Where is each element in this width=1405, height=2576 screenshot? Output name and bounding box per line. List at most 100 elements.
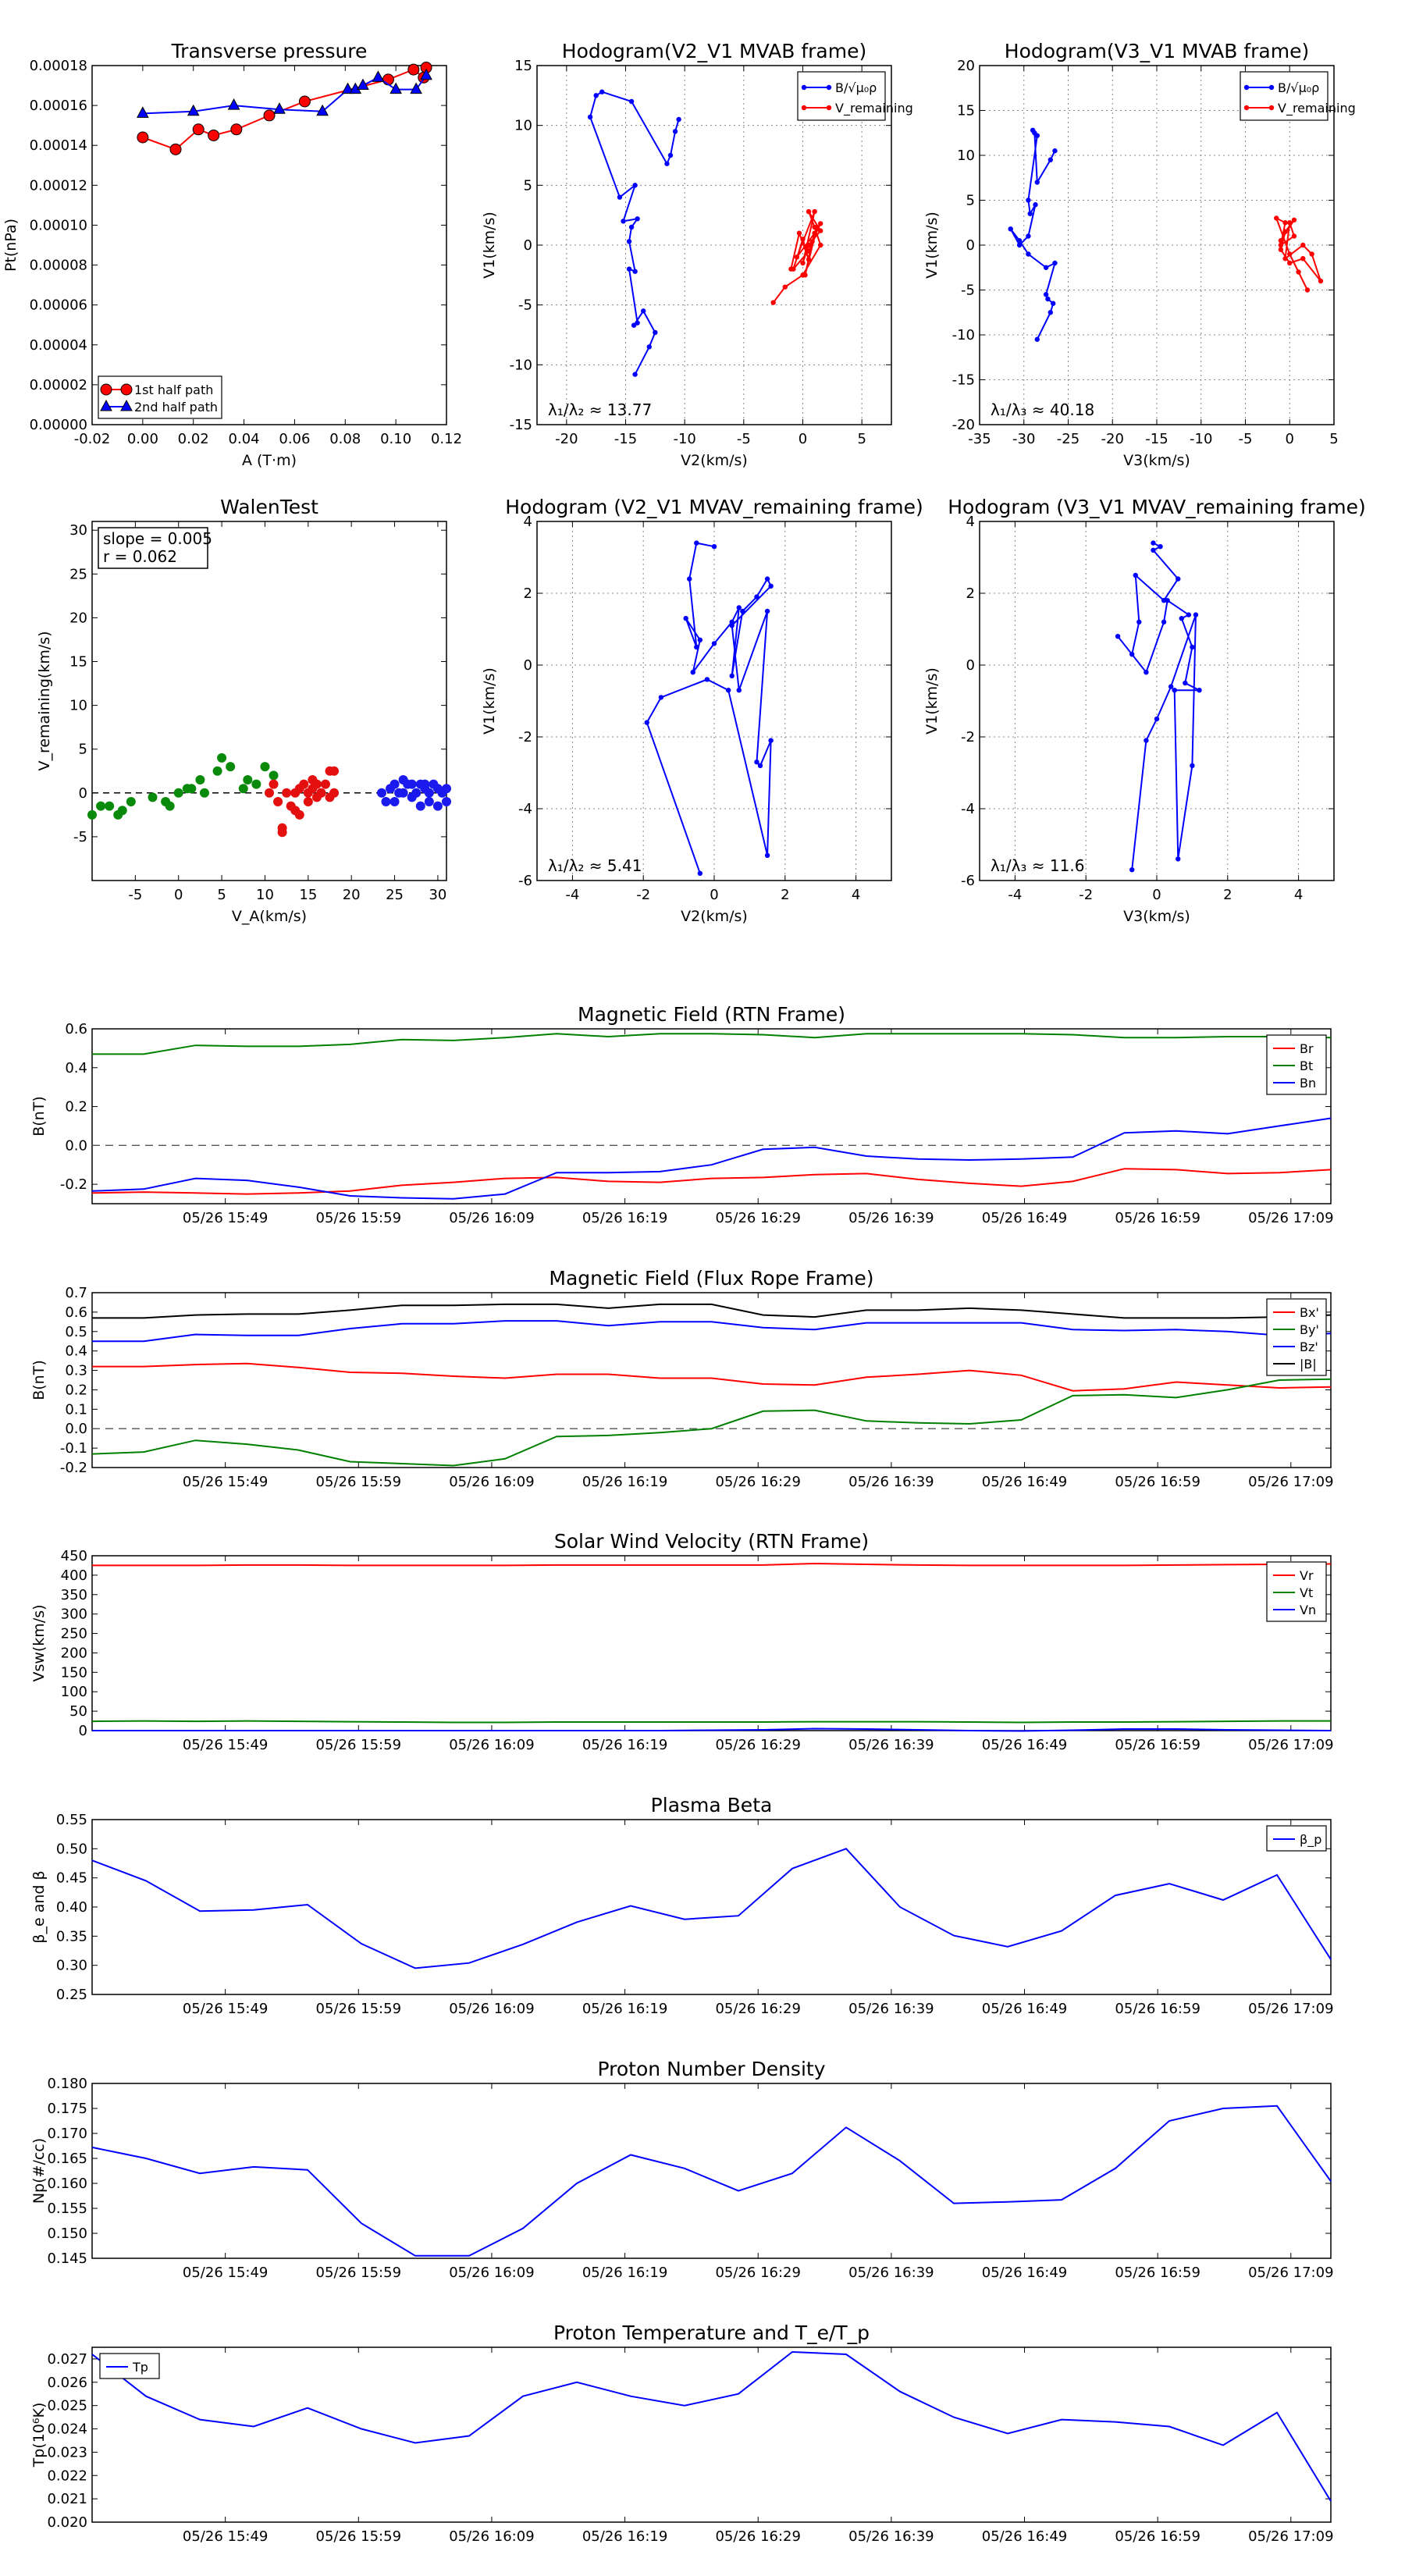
x-axis-label: V3(km/s) xyxy=(1123,452,1190,469)
data-point xyxy=(1172,688,1177,693)
chart-title: Plasma Beta xyxy=(651,1794,773,1816)
y-tick-label: 0.0 xyxy=(65,1421,87,1437)
y-tick-label: 0.3 xyxy=(65,1363,87,1379)
y-axis-label: V1(km/s) xyxy=(923,212,941,279)
data-point xyxy=(208,129,220,141)
chart-tp: Transverse pressure 0.00000 0.00002 0.00004… xyxy=(2,40,462,469)
y-tick-label: 0.4 xyxy=(65,1060,87,1076)
y-tick-label: 0.022 xyxy=(47,2467,87,2484)
legend-label: Bt xyxy=(1300,1059,1313,1073)
y-tick-label: 0.150 xyxy=(47,2226,87,2242)
y-tick-label: -5 xyxy=(518,297,532,314)
data-point xyxy=(814,224,820,230)
x-tick-label: 05/26 16:29 xyxy=(715,2528,800,2545)
y-tick-label: -0.1 xyxy=(60,1440,87,1457)
x-tick-label: -2 xyxy=(636,887,650,903)
data-point xyxy=(137,131,149,144)
data-point xyxy=(770,300,776,305)
y-tick-label: 0.00008 xyxy=(30,258,87,274)
series-line xyxy=(1009,130,1057,340)
data-point xyxy=(736,688,742,693)
x-tick-label: 05/26 16:39 xyxy=(848,1210,934,1226)
data-point xyxy=(711,544,717,550)
series-line xyxy=(91,1848,1332,1969)
y-tick-label: 0.1 xyxy=(65,1401,87,1418)
data-point xyxy=(265,788,274,798)
y-tick-label: 0.40 xyxy=(56,1899,87,1916)
data-point xyxy=(806,242,812,248)
x-tick-label: 05/26 16:49 xyxy=(982,2265,1067,2281)
data-point xyxy=(788,266,794,272)
y-tick-label: 400 xyxy=(61,1567,87,1584)
chart-mag_fr: Magnetic Field (Flux Rope Frame) -0.2 -0.1… xyxy=(30,1267,1334,1490)
chart-title: Hodogram(V3_V1 MVAB frame) xyxy=(1005,40,1309,62)
data-point xyxy=(148,792,158,802)
x-tick-label: 0 xyxy=(1152,887,1161,903)
legend-box xyxy=(797,71,886,121)
data-point xyxy=(683,616,688,621)
x-tick-label: 15 xyxy=(299,887,317,903)
stats-slope: slope = 0.005 xyxy=(103,529,212,548)
data-point xyxy=(1158,544,1163,550)
eigenvalue-ratio: λ₁/λ₂ ≈ 5.41 xyxy=(548,856,642,875)
y-tick-label: 200 xyxy=(61,1645,87,1661)
data-point xyxy=(311,779,322,789)
y-tick-label: 150 xyxy=(61,1664,87,1681)
x-tick-label: 05/26 16:59 xyxy=(1115,1737,1200,1753)
y-tick-label: 250 xyxy=(61,1626,87,1642)
x-tick-label: 05/26 16:19 xyxy=(582,2265,667,2281)
data-point xyxy=(725,688,731,693)
series-line xyxy=(91,1378,1332,1467)
x-tick-label: 05/26 16:49 xyxy=(982,1210,1067,1226)
data-point xyxy=(316,788,326,798)
data-point xyxy=(376,788,386,798)
data-point xyxy=(1034,180,1040,185)
data-point xyxy=(1115,634,1121,639)
data-point xyxy=(644,720,649,725)
x-tick-label: 05/26 17:09 xyxy=(1248,2001,1333,2017)
data-point xyxy=(632,269,638,274)
chart-title: Proton Number Density xyxy=(598,2058,826,2080)
data-point xyxy=(1296,269,1301,275)
data-point xyxy=(1278,242,1284,248)
plot-frame xyxy=(91,1555,1332,1731)
plot-frame xyxy=(91,1028,1332,1204)
y-tick-label: 0.00002 xyxy=(30,377,87,393)
data-point xyxy=(1268,84,1275,91)
chart-title: Solar Wind Velocity (RTN Frame) xyxy=(554,1530,869,1553)
data-point xyxy=(1168,684,1174,689)
series-line xyxy=(92,1320,1332,1343)
data-point xyxy=(697,870,703,877)
series-line xyxy=(92,1362,1332,1392)
y-tick-label: -4 xyxy=(961,801,975,817)
y-axis-label: Tp(10⁶K) xyxy=(30,2403,48,2468)
data-point xyxy=(238,784,248,794)
y-tick-label: 5 xyxy=(966,193,975,209)
data-point xyxy=(1161,598,1167,603)
data-point xyxy=(424,797,434,807)
x-tick-label: 5 xyxy=(217,887,226,903)
chart-title: Hodogram (V3_V1 MVAV_remaining frame) xyxy=(948,496,1366,518)
series-line xyxy=(92,1562,1332,1567)
x-tick-label: 05/26 15:59 xyxy=(316,2265,401,2281)
y-tick-label: 0 xyxy=(524,237,532,254)
data-point xyxy=(1144,738,1149,743)
x-tick-label: 0.08 xyxy=(329,431,361,447)
data-point xyxy=(1304,287,1311,293)
series-line xyxy=(92,1033,1332,1055)
legend-label: Vt xyxy=(1300,1585,1313,1600)
data-point xyxy=(690,670,695,675)
x-tick-label: 05/26 17:09 xyxy=(1248,2528,1333,2545)
data-point xyxy=(806,248,812,254)
y-tick-label: 50 xyxy=(69,1703,87,1720)
x-tick-label: 05/26 16:09 xyxy=(449,2265,534,2281)
data-point xyxy=(697,637,703,642)
data-point xyxy=(1129,652,1135,657)
data-point xyxy=(1016,242,1023,248)
x-tick-label: 05/26 15:59 xyxy=(316,1210,401,1226)
x-tick-label: -5 xyxy=(1239,431,1253,447)
y-tick-label: 2 xyxy=(966,585,975,602)
x-tick-label: 05/26 17:09 xyxy=(1248,1474,1333,1490)
x-tick-label: 05/26 16:59 xyxy=(1115,1474,1200,1490)
